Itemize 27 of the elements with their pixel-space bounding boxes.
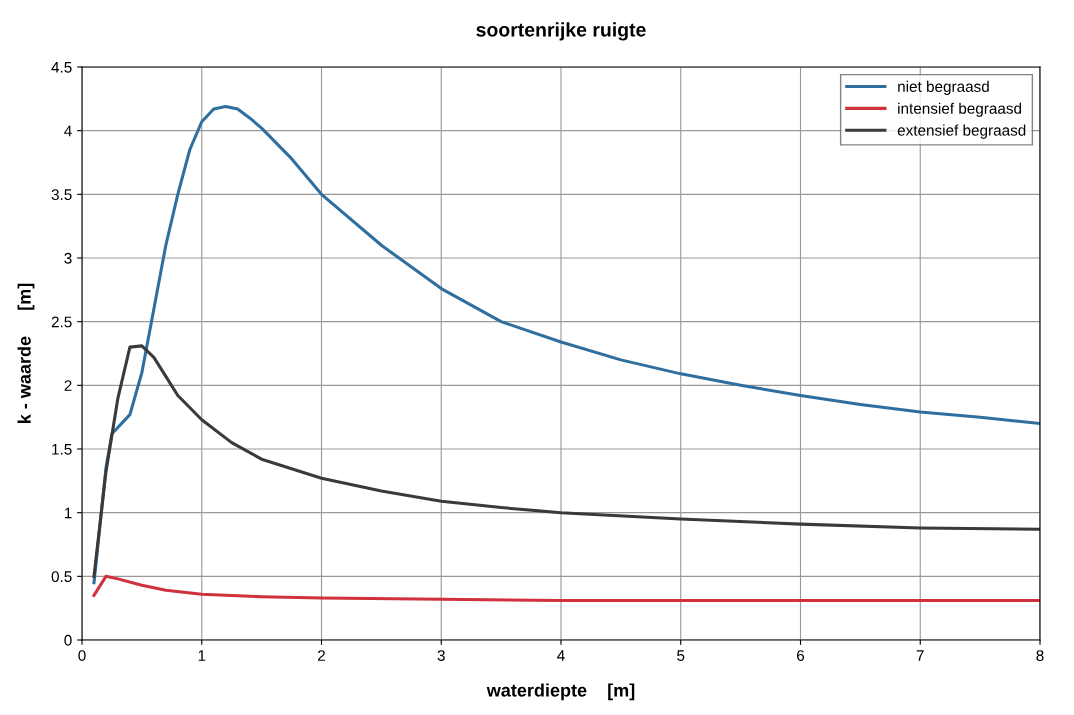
x-tick-label: 7: [916, 650, 924, 661]
y-axis-title: k - waarde [m]: [17, 283, 35, 423]
legend-label: niet begraasd: [898, 80, 989, 95]
x-tick-label: 8: [1036, 650, 1044, 661]
y-tick-label: 0.5: [51, 571, 72, 583]
legend-label: intensief begraasd: [898, 102, 1022, 117]
x-tick-label: 3: [437, 650, 445, 661]
y-tick-label: 1: [64, 507, 72, 519]
chart-title: soortenrijke ruigte: [476, 22, 646, 41]
y-tick-label: 4.5: [51, 62, 72, 73]
x-tick-label: 5: [677, 650, 685, 661]
y-tick-label: 3.5: [51, 189, 72, 201]
y-tick-label: 2: [64, 380, 72, 391]
y-tick-label: 1.5: [52, 444, 72, 455]
x-tick-label: 1: [198, 650, 206, 661]
y-tick-label: 3: [64, 252, 72, 264]
x-axis-title: waterdiepte [m]: [486, 683, 635, 701]
line-series: [92, 574, 1040, 603]
y-tick-label: 4: [64, 125, 72, 137]
x-tick-label: 2: [318, 650, 325, 661]
x-tick-label: 6: [797, 650, 805, 661]
y-tick-label: 0: [64, 634, 72, 646]
line-series: [92, 344, 1040, 578]
x-tick-label: 0: [78, 650, 86, 661]
y-tick-label: 2.5: [51, 316, 72, 328]
x-tick-label: 4: [557, 650, 565, 661]
legend-label: extensief begraasd: [897, 124, 1026, 139]
